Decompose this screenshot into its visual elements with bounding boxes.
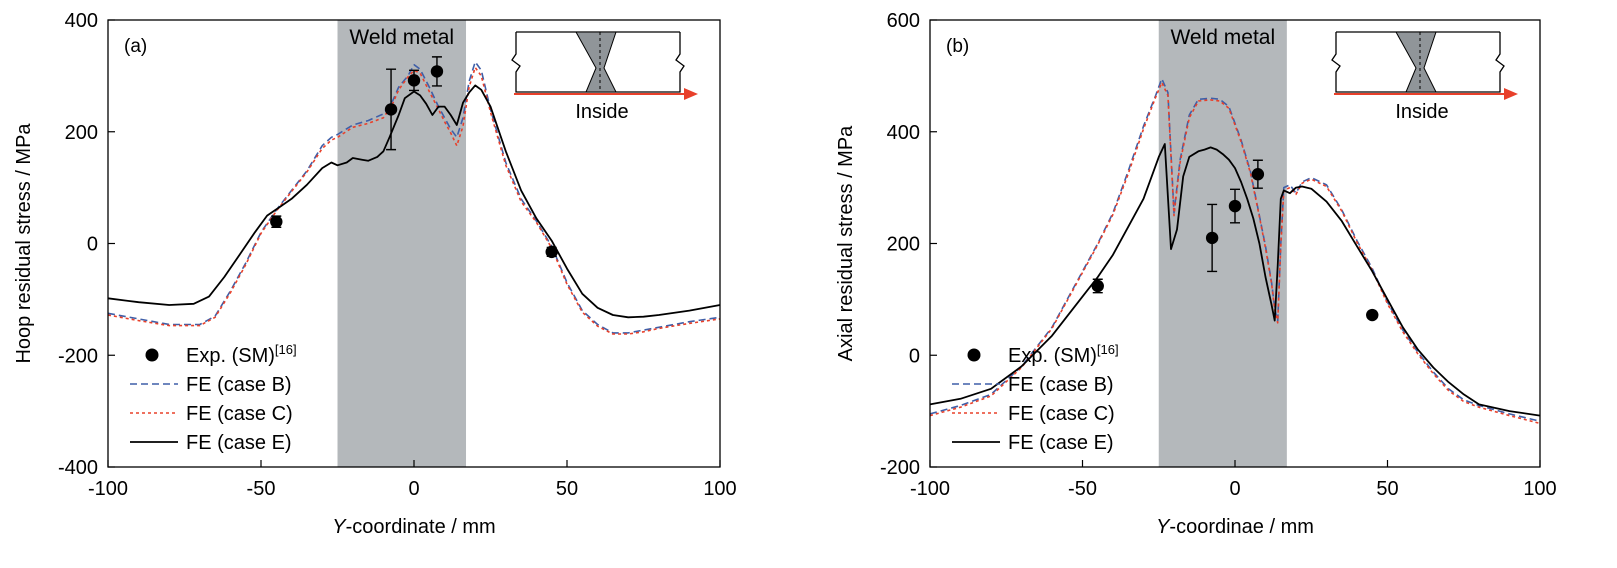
legend-case-e-label: FE (case E) [1008,432,1114,454]
series-line-case-b [929,77,1541,422]
arrow-head-icon [1504,88,1518,100]
experimental-points [1091,159,1379,322]
inside-label: Inside [575,101,628,123]
x-tick-label: -50 [1068,478,1097,500]
plot-lines [107,61,721,335]
y-tick-label: 200 [887,234,920,256]
x-tick-label: 0 [1229,478,1240,500]
y-tick-label: -200 [880,457,920,479]
chart-panel-axial: -100 -50 0 50 100 -200 0 200 400 600 Weld metal (… [835,10,1557,538]
series-line-case-b [107,61,721,334]
weld-metal-label: Weld metal [1170,26,1275,49]
data-point [407,74,421,87]
data-point [1251,168,1265,181]
y-tick-label: 0 [909,345,920,367]
series-line-case-c [929,81,1541,425]
weld-metal-band [1158,20,1287,467]
data-point [1205,231,1219,245]
legend: Exp. (SM)[16] FE (case B) FE (case C) FE… [130,342,297,454]
y-tick-label: 600 [887,10,920,32]
legend-exp-label: Exp. (SM)[16] [186,342,297,367]
x-axis-label: Y-coordinae / mm [1156,516,1314,538]
data-point [384,103,398,116]
legend-case-c-label: FE (case C) [186,403,293,425]
axis-ticks: -100 -50 0 50 100 -400 -200 0 200 400 [58,10,737,500]
x-tick-label: 50 [1376,478,1398,500]
legend-exp-label: Exp. (SM)[16] [1008,342,1119,367]
y-tick-label: -200 [58,345,98,367]
x-tick-label: -100 [910,478,950,500]
inside-label: Inside [1395,101,1448,123]
weld-schematic-inset: Inside [511,31,698,123]
y-tick-label: 200 [65,122,98,144]
axis-ticks: -100 -50 0 50 100 -200 0 200 400 600 [880,10,1557,500]
panel-label: (a) [124,36,147,57]
weld-metal-band [337,20,467,467]
y-axis-label: Hoop residual stress / MPa [13,123,35,364]
weld-metal-label: Weld metal [349,26,454,49]
series-line-case-c [107,66,721,335]
data-point [1366,308,1379,322]
arrow-head-icon [684,88,698,100]
x-tick-label: 50 [556,478,578,500]
y-tick-label: 400 [887,122,920,144]
plot-lines [929,77,1541,425]
x-tick-label: 100 [703,478,736,500]
y-axis-label: Axial residual stress / MPa [835,125,857,362]
legend: Exp. (SM)[16] FE (case B) FE (case C) FE… [952,342,1119,454]
data-point [545,245,558,259]
data-point [430,65,444,78]
x-axis-label: Y-coordinate / mm [332,516,495,538]
series-line-case-e [107,84,721,319]
y-tick-label: 0 [87,234,98,256]
data-point [1228,199,1242,213]
legend-case-b-label: FE (case B) [186,374,292,396]
legend-exp-marker [967,348,981,362]
x-tick-label: 0 [408,478,419,500]
experimental-points [270,56,558,259]
x-tick-label: -50 [247,478,276,500]
y-tick-label: 400 [65,10,98,32]
y-tick-label: -400 [58,457,98,479]
x-tick-label: -100 [88,478,128,500]
legend-case-c-label: FE (case C) [1008,403,1115,425]
data-point [270,215,283,228]
legend-case-e-label: FE (case E) [186,432,292,454]
series-line-case-e [929,143,1541,417]
weld-schematic-inset: Inside [1331,31,1518,123]
x-tick-label: 100 [1523,478,1556,500]
panel-label: (b) [946,36,969,57]
legend-exp-marker [145,348,159,362]
data-point [1091,279,1104,293]
legend-case-b-label: FE (case B) [1008,374,1114,396]
